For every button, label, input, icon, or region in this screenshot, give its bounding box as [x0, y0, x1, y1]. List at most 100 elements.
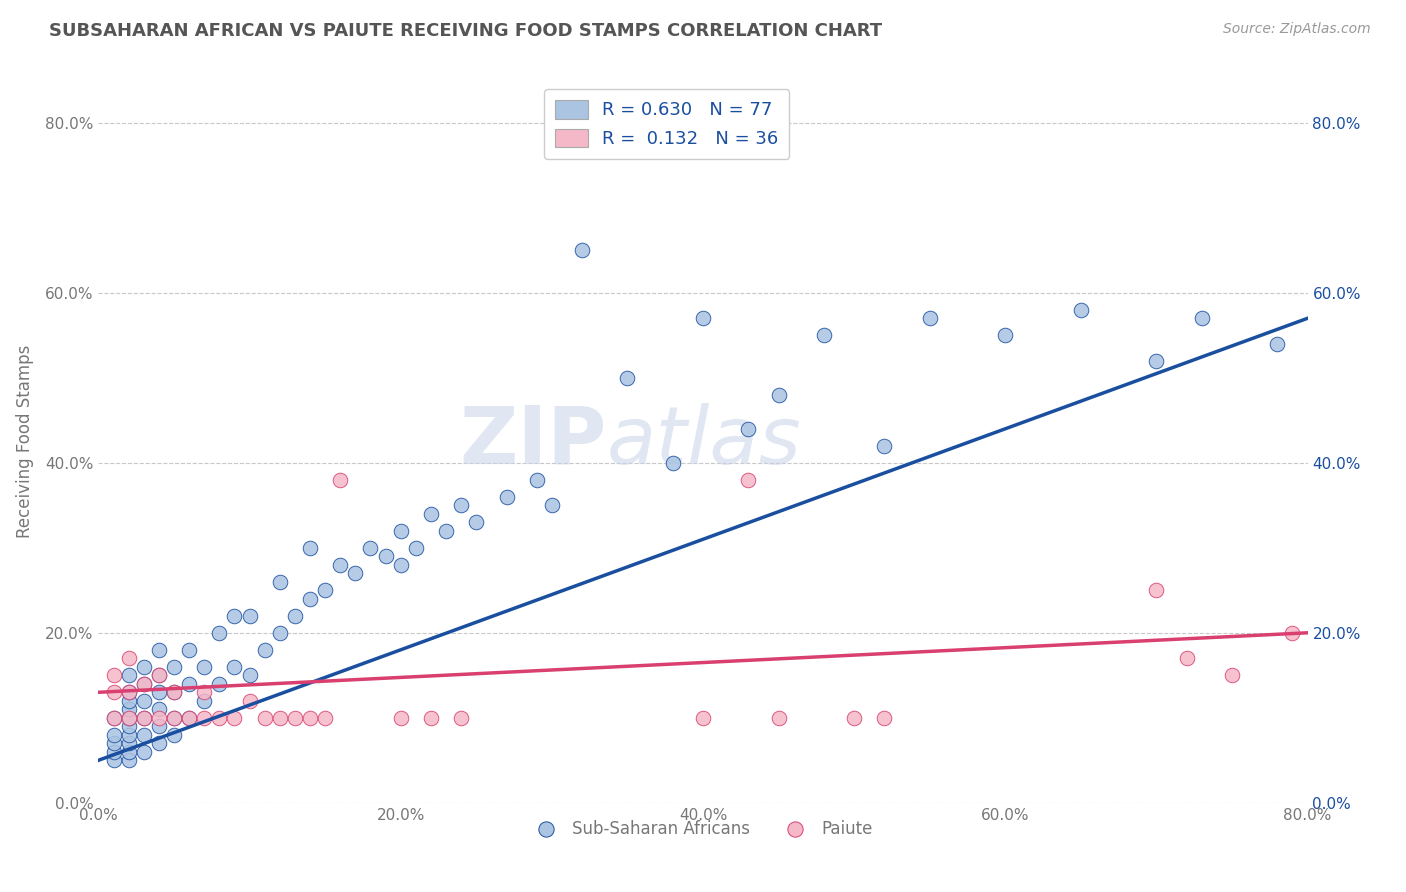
- Point: [148, 736, 170, 750]
- Point: [737, 422, 759, 436]
- Point: [1175, 651, 1198, 665]
- Point: [208, 677, 231, 691]
- Point: [163, 711, 186, 725]
- Point: [103, 668, 125, 682]
- Point: [118, 685, 141, 699]
- Point: [299, 711, 322, 725]
- Point: [208, 625, 231, 640]
- Legend: Sub-Saharan Africans, Paiute: Sub-Saharan Africans, Paiute: [527, 814, 879, 845]
- Point: [132, 711, 155, 725]
- Point: [420, 711, 443, 725]
- Point: [148, 642, 170, 657]
- Point: [239, 694, 262, 708]
- Point: [253, 642, 276, 657]
- Point: [193, 711, 215, 725]
- Point: [132, 660, 155, 674]
- Point: [1281, 625, 1303, 640]
- Point: [495, 490, 517, 504]
- Point: [163, 685, 186, 699]
- Point: [450, 711, 472, 725]
- Point: [118, 711, 141, 725]
- Point: [118, 668, 141, 682]
- Point: [103, 745, 125, 759]
- Point: [148, 668, 170, 682]
- Point: [253, 711, 276, 725]
- Point: [420, 507, 443, 521]
- Point: [616, 371, 638, 385]
- Point: [179, 642, 201, 657]
- Point: [405, 541, 427, 555]
- Point: [132, 745, 155, 759]
- Point: [329, 558, 352, 572]
- Point: [118, 702, 141, 716]
- Point: [873, 711, 896, 725]
- Point: [148, 711, 170, 725]
- Point: [389, 711, 412, 725]
- Point: [1144, 353, 1167, 368]
- Point: [148, 685, 170, 699]
- Point: [526, 473, 548, 487]
- Point: [132, 728, 155, 742]
- Point: [148, 719, 170, 733]
- Point: [1144, 583, 1167, 598]
- Point: [465, 516, 488, 530]
- Point: [661, 456, 683, 470]
- Point: [148, 702, 170, 716]
- Point: [813, 328, 835, 343]
- Y-axis label: Receiving Food Stamps: Receiving Food Stamps: [15, 345, 34, 538]
- Point: [299, 541, 322, 555]
- Point: [540, 498, 562, 512]
- Point: [224, 660, 246, 674]
- Point: [344, 566, 367, 581]
- Text: Source: ZipAtlas.com: Source: ZipAtlas.com: [1223, 22, 1371, 37]
- Point: [103, 753, 125, 767]
- Point: [768, 388, 790, 402]
- Point: [179, 677, 201, 691]
- Point: [118, 728, 141, 742]
- Point: [118, 651, 141, 665]
- Point: [224, 711, 246, 725]
- Point: [450, 498, 472, 512]
- Point: [103, 685, 125, 699]
- Point: [118, 753, 141, 767]
- Point: [118, 719, 141, 733]
- Point: [314, 711, 336, 725]
- Point: [329, 473, 352, 487]
- Point: [269, 711, 291, 725]
- Point: [389, 524, 412, 538]
- Point: [1267, 336, 1289, 351]
- Point: [118, 736, 141, 750]
- Point: [193, 685, 215, 699]
- Point: [103, 711, 125, 725]
- Text: SUBSAHARAN AFRICAN VS PAIUTE RECEIVING FOOD STAMPS CORRELATION CHART: SUBSAHARAN AFRICAN VS PAIUTE RECEIVING F…: [49, 22, 883, 40]
- Point: [284, 608, 307, 623]
- Point: [193, 660, 215, 674]
- Point: [118, 745, 141, 759]
- Point: [118, 694, 141, 708]
- Point: [132, 677, 155, 691]
- Point: [434, 524, 457, 538]
- Point: [132, 677, 155, 691]
- Point: [118, 711, 141, 725]
- Point: [148, 668, 170, 682]
- Point: [224, 608, 246, 623]
- Point: [103, 736, 125, 750]
- Point: [844, 711, 866, 725]
- Point: [389, 558, 412, 572]
- Point: [314, 583, 336, 598]
- Point: [269, 574, 291, 589]
- Point: [118, 685, 141, 699]
- Point: [692, 311, 714, 326]
- Point: [163, 660, 186, 674]
- Point: [284, 711, 307, 725]
- Point: [299, 591, 322, 606]
- Point: [269, 625, 291, 640]
- Point: [737, 473, 759, 487]
- Point: [374, 549, 396, 564]
- Point: [1220, 668, 1243, 682]
- Point: [239, 608, 262, 623]
- Point: [692, 711, 714, 725]
- Point: [179, 711, 201, 725]
- Point: [873, 439, 896, 453]
- Point: [163, 685, 186, 699]
